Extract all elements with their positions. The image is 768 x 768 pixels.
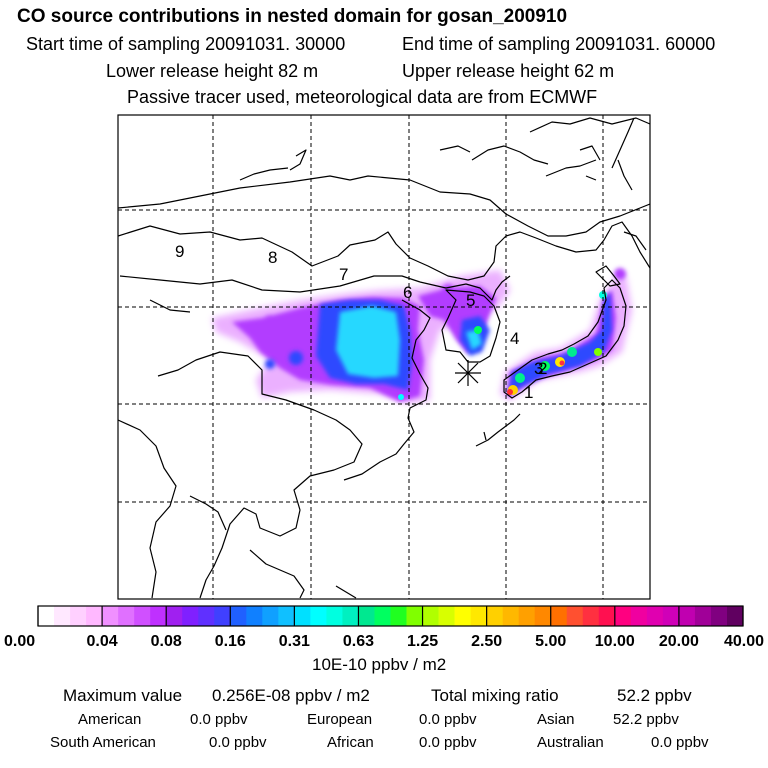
colorbar-cell: [630, 606, 648, 626]
colorbar-tick-label: 0.08: [151, 633, 182, 650]
source-australian-label: Australian: [537, 734, 604, 751]
colorbar-tick-label: 10.00: [595, 633, 635, 650]
colorbar-cell: [118, 606, 135, 626]
source-african-label: African: [327, 734, 374, 751]
region-label-7: 7: [339, 265, 348, 284]
colorbar-cell: [726, 606, 744, 626]
colorbar-cell: [102, 606, 119, 626]
source-australian-value: 0.0 ppbv: [651, 734, 709, 751]
colorbar-cell: [534, 606, 552, 626]
colorbar-tick-label: 0.16: [215, 633, 246, 650]
colorbar-tick-label: 0.04: [87, 633, 118, 650]
upper-release-height: Upper release height 62 m: [402, 61, 615, 81]
source-european-value: 0.0 ppbv: [419, 711, 477, 728]
colorbar-cell: [374, 606, 391, 626]
start-time: Start time of sampling 20091031. 30000: [26, 34, 346, 54]
colorbar-tick-label: 1.25: [407, 633, 438, 650]
colorbar-cell: [566, 606, 584, 626]
colorbar-cell: [550, 606, 568, 626]
coastlines: [118, 117, 650, 599]
lower-release-height: Lower release height 82 m: [106, 61, 319, 81]
colorbar-cell: [262, 606, 279, 626]
tracer-note: Passive tracer used, meteorological data…: [127, 87, 598, 107]
colorbar-cell: [246, 606, 263, 626]
colorbar-cell: [470, 606, 487, 626]
map-frame: [117, 114, 651, 600]
colorbar-cell: [582, 606, 600, 626]
colorbar-cell: [614, 606, 632, 626]
colorbar-cell: [662, 606, 680, 626]
colorbar-outline: [37, 605, 744, 627]
region-label-5: 5: [466, 291, 475, 310]
colorbar-cell: [486, 606, 503, 626]
colorbar-cell: [182, 606, 199, 626]
end-time: End time of sampling 20091031. 60000: [402, 34, 716, 54]
region-label-8: 8: [268, 248, 277, 267]
colorbar-units: 10E-10 ppbv / m2: [312, 655, 447, 674]
region-label-3: 3: [534, 359, 543, 378]
colorbar-cell: [438, 606, 455, 626]
colorbar-tick-label: 2.50: [471, 633, 502, 650]
colorbar-cell: [342, 606, 359, 626]
colorbar-cell: [70, 606, 87, 626]
colorbar-cell: [694, 606, 712, 626]
colorbar: [37, 605, 744, 627]
colorbar-tick-label: 0.00: [4, 633, 35, 650]
source-american-value: 0.0 ppbv: [190, 711, 248, 728]
colorbar-cell: [86, 606, 103, 626]
region-label-4: 4: [510, 329, 519, 348]
colorbar-cell: [166, 606, 183, 626]
source-european-label: European: [307, 711, 373, 728]
colorbar-cell: [214, 606, 231, 626]
colorbar-cell: [598, 606, 616, 626]
colorbar-cell: [710, 606, 728, 626]
colorbar-cell: [198, 606, 215, 626]
source-asian-label: Asian: [537, 711, 575, 728]
colorbar-cell: [422, 606, 439, 626]
colorbar-cell: [678, 606, 696, 626]
region-label-9: 9: [175, 242, 184, 261]
colorbar-tick-label: 0.63: [343, 633, 374, 650]
colorbar-cell: [134, 606, 151, 626]
source-american-label: American: [78, 711, 142, 728]
colorbar-cell: [38, 606, 55, 626]
source-south-american-label: South American: [50, 734, 156, 751]
colorbar-cell: [278, 606, 295, 626]
colorbar-tick-label: 20.00: [659, 633, 699, 650]
colorbar-cell: [54, 606, 71, 626]
source-asian-value: 52.2 ppbv: [613, 711, 679, 728]
plume-cyan: [336, 306, 482, 378]
region-label-2: 2: [538, 359, 547, 378]
colorbar-cell: [150, 606, 167, 626]
colorbar-cell: [310, 606, 327, 626]
colorbar-cell: [294, 606, 311, 626]
colorbar-tick-label: 40.00: [724, 633, 764, 650]
colorbar-cell: [518, 606, 535, 626]
colorbar-cell: [406, 606, 423, 626]
map-title: CO source contributions in nested domain…: [17, 6, 568, 27]
colorbar-tick-label: 0.31: [279, 633, 310, 650]
colorbar-cell: [454, 606, 471, 626]
source-african-value: 0.0 ppbv: [419, 734, 477, 751]
colorbar-cell: [230, 606, 247, 626]
colorbar-cell: [646, 606, 664, 626]
source-south-american-value: 0.0 ppbv: [209, 734, 267, 751]
region-label-1: 1: [524, 383, 533, 402]
max-value-label: Maximum value: [63, 686, 183, 705]
lat-lon-grid: [118, 115, 650, 599]
total-mixing-label: Total mixing ratio: [431, 686, 559, 705]
colorbar-cell: [390, 606, 407, 626]
receptor-marker-icon: [455, 360, 481, 386]
region-label-6: 6: [403, 283, 412, 302]
colorbar-cell: [358, 606, 375, 626]
colorbar-cell: [326, 606, 343, 626]
total-mixing-value: 52.2 ppbv: [617, 686, 692, 705]
colorbar-cell: [502, 606, 519, 626]
colorbar-tick-label: 5.00: [535, 633, 566, 650]
max-value: 0.256E-08 ppbv / m2: [212, 686, 370, 705]
